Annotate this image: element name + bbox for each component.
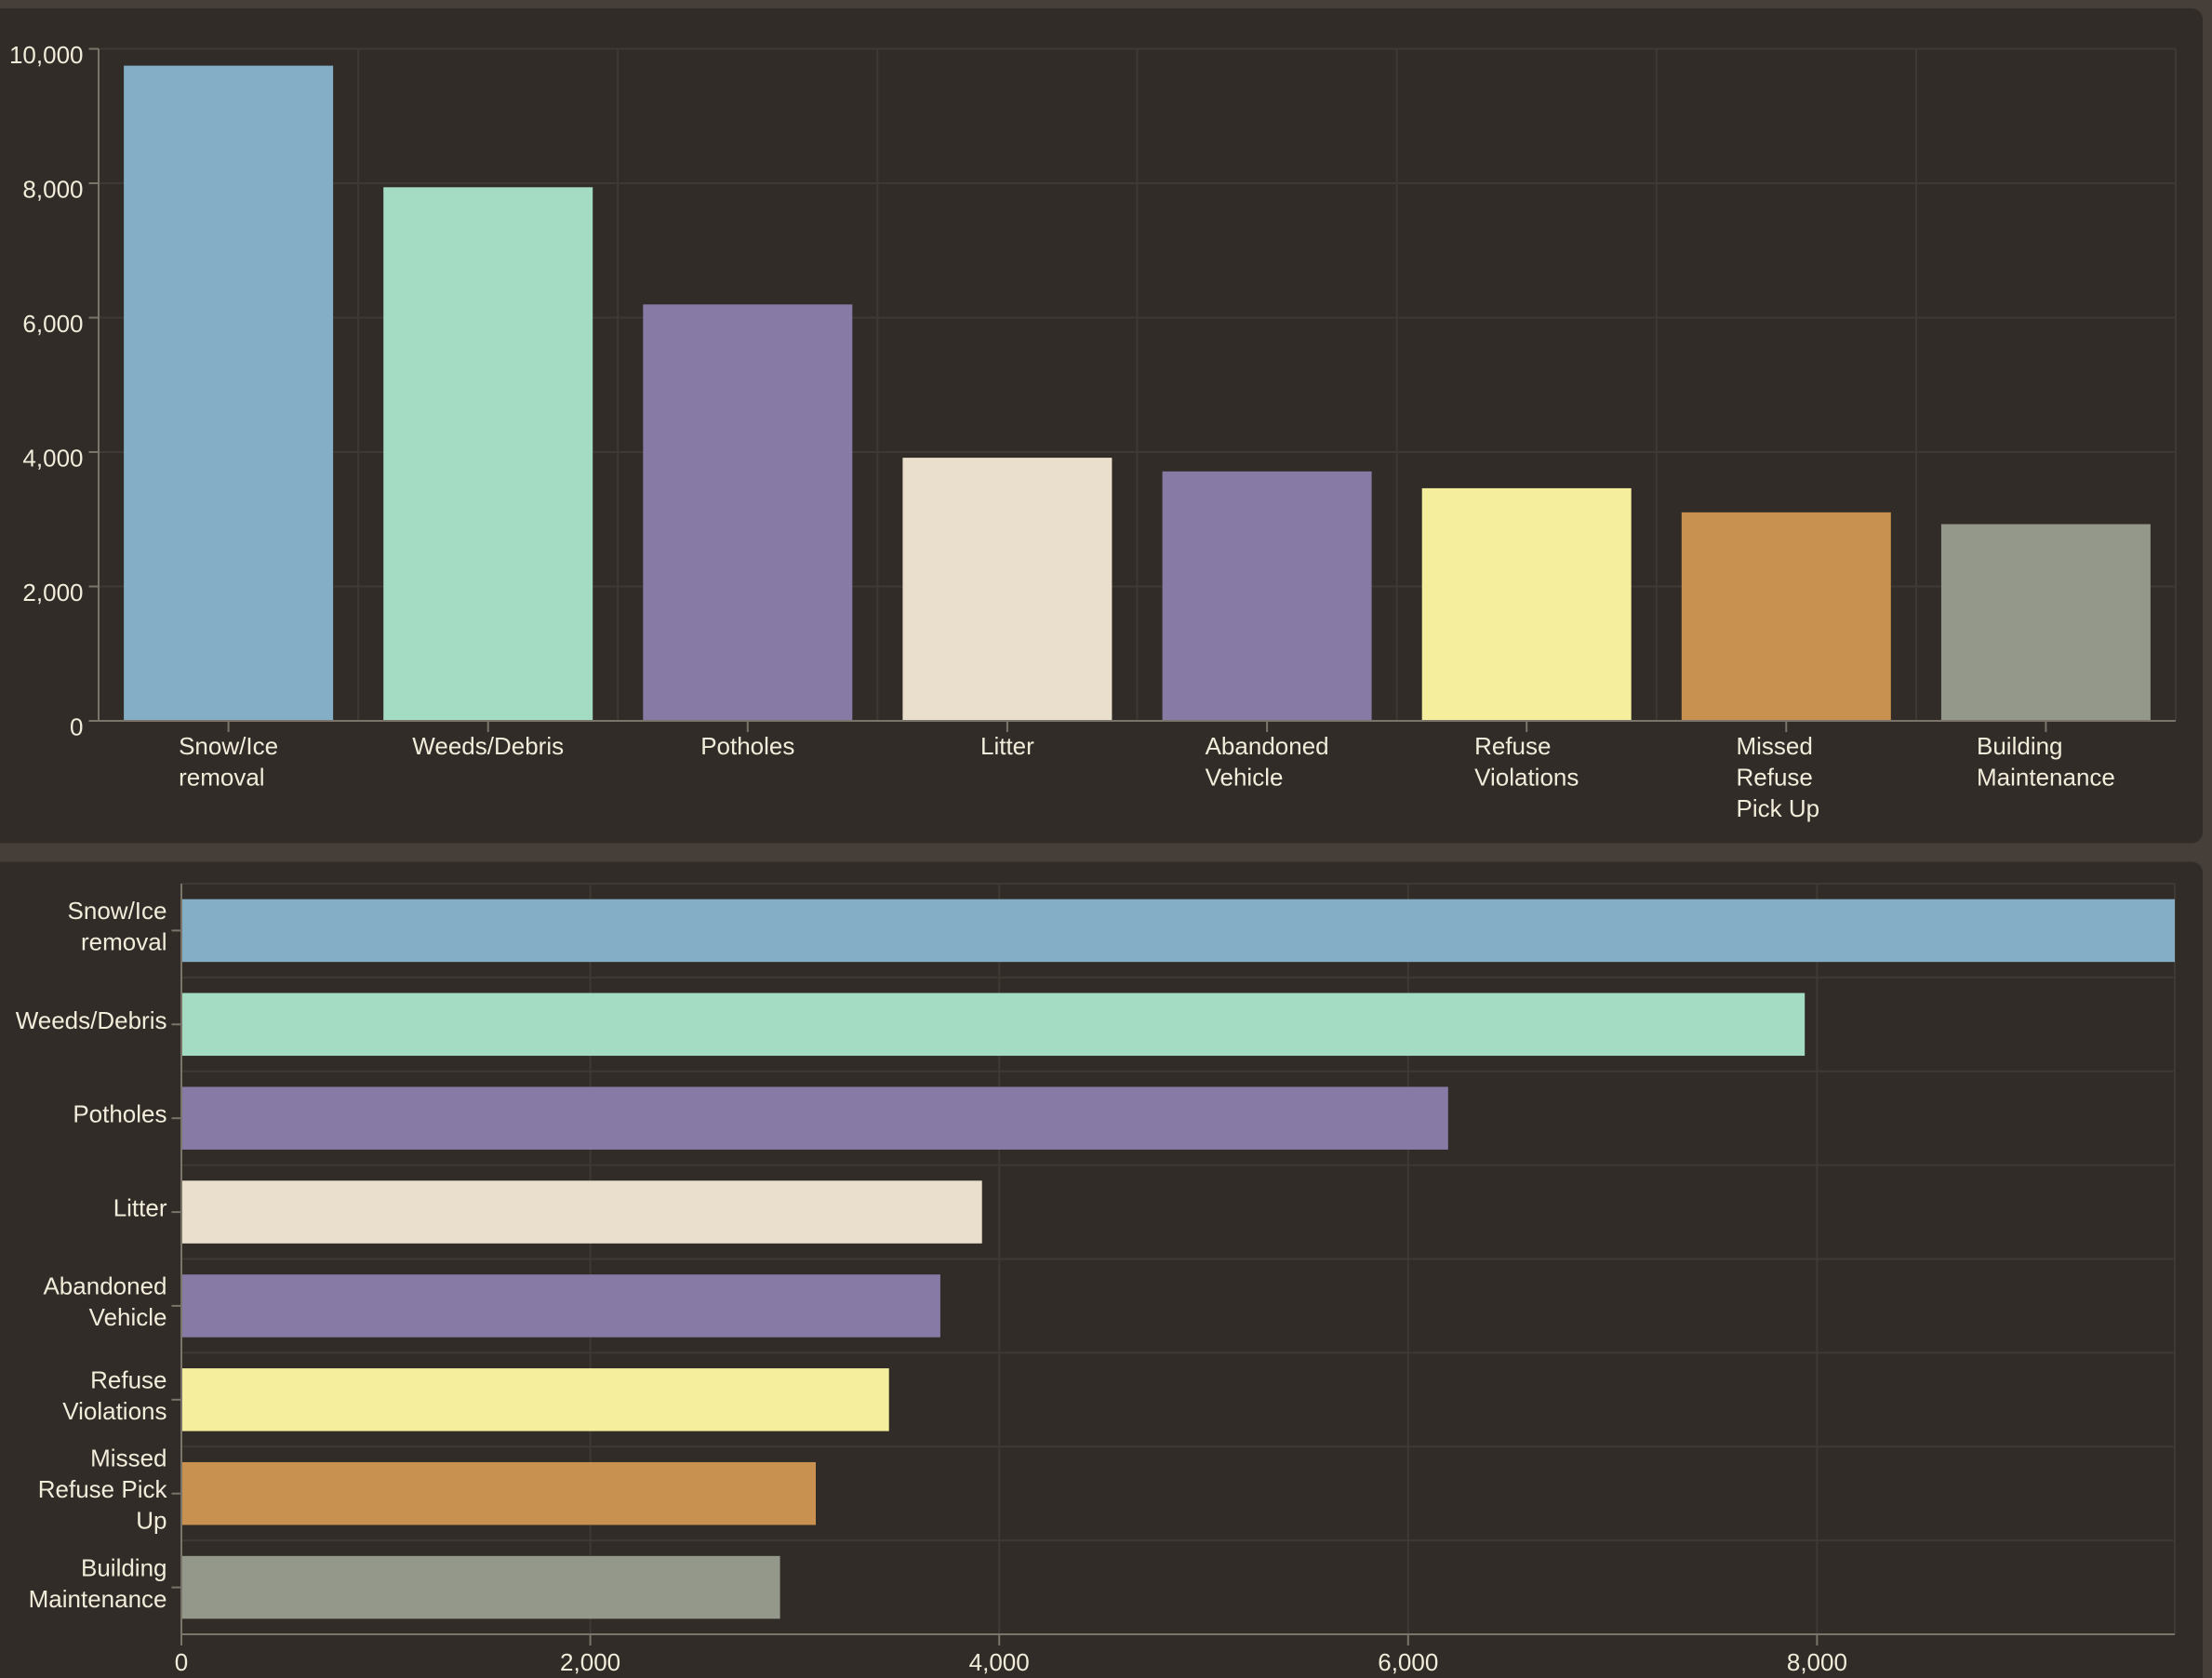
svg-text:Violations: Violations — [62, 1397, 167, 1425]
svg-text:8,000: 8,000 — [22, 176, 83, 204]
svg-text:Potholes: Potholes — [700, 732, 794, 760]
svg-text:2,000: 2,000 — [22, 579, 83, 606]
svg-text:10,000: 10,000 — [9, 41, 84, 69]
svg-text:Up: Up — [136, 1507, 167, 1535]
svg-text:8,000: 8,000 — [1787, 1648, 1847, 1676]
svg-text:Building: Building — [81, 1553, 167, 1581]
svg-text:Refuse Pick: Refuse Pick — [38, 1475, 168, 1503]
svg-text:6,000: 6,000 — [1378, 1648, 1438, 1676]
svg-text:removal: removal — [179, 764, 264, 792]
svg-text:Maintenance: Maintenance — [29, 1585, 167, 1613]
svg-text:Snow/Ice: Snow/Ice — [68, 897, 167, 925]
svg-text:4,000: 4,000 — [22, 445, 83, 473]
svg-text:Missed: Missed — [1737, 732, 1813, 760]
svg-text:Refuse: Refuse — [90, 1366, 167, 1394]
svg-text:Vehicle: Vehicle — [1206, 764, 1284, 792]
svg-text:Litter: Litter — [980, 732, 1034, 760]
svg-text:Refuse: Refuse — [1474, 732, 1551, 760]
svg-text:2,000: 2,000 — [560, 1648, 620, 1676]
svg-text:Abandoned: Abandoned — [43, 1272, 167, 1300]
svg-text:Missed: Missed — [90, 1445, 167, 1472]
svg-text:Building: Building — [1977, 732, 2063, 760]
svg-text:Weeds/Debris: Weeds/Debris — [16, 1006, 167, 1034]
svg-text:removal: removal — [81, 928, 167, 956]
svg-text:Vehicle: Vehicle — [89, 1303, 167, 1331]
svg-text:Abandoned: Abandoned — [1206, 732, 1329, 760]
svg-text:Snow/Ice: Snow/Ice — [179, 732, 278, 760]
svg-text:Refuse: Refuse — [1737, 764, 1813, 792]
svg-text:0: 0 — [175, 1648, 188, 1676]
svg-text:4,000: 4,000 — [969, 1648, 1030, 1676]
svg-text:Maintenance: Maintenance — [1977, 764, 2115, 792]
svg-text:Weeds/Debris: Weeds/Debris — [412, 732, 564, 760]
svg-text:6,000: 6,000 — [22, 310, 83, 338]
svg-text:Violations: Violations — [1474, 764, 1579, 792]
svg-text:Potholes: Potholes — [73, 1100, 167, 1128]
svg-text:0: 0 — [70, 713, 83, 741]
svg-text:Pick Up: Pick Up — [1737, 794, 1820, 822]
svg-text:Litter: Litter — [113, 1194, 167, 1222]
